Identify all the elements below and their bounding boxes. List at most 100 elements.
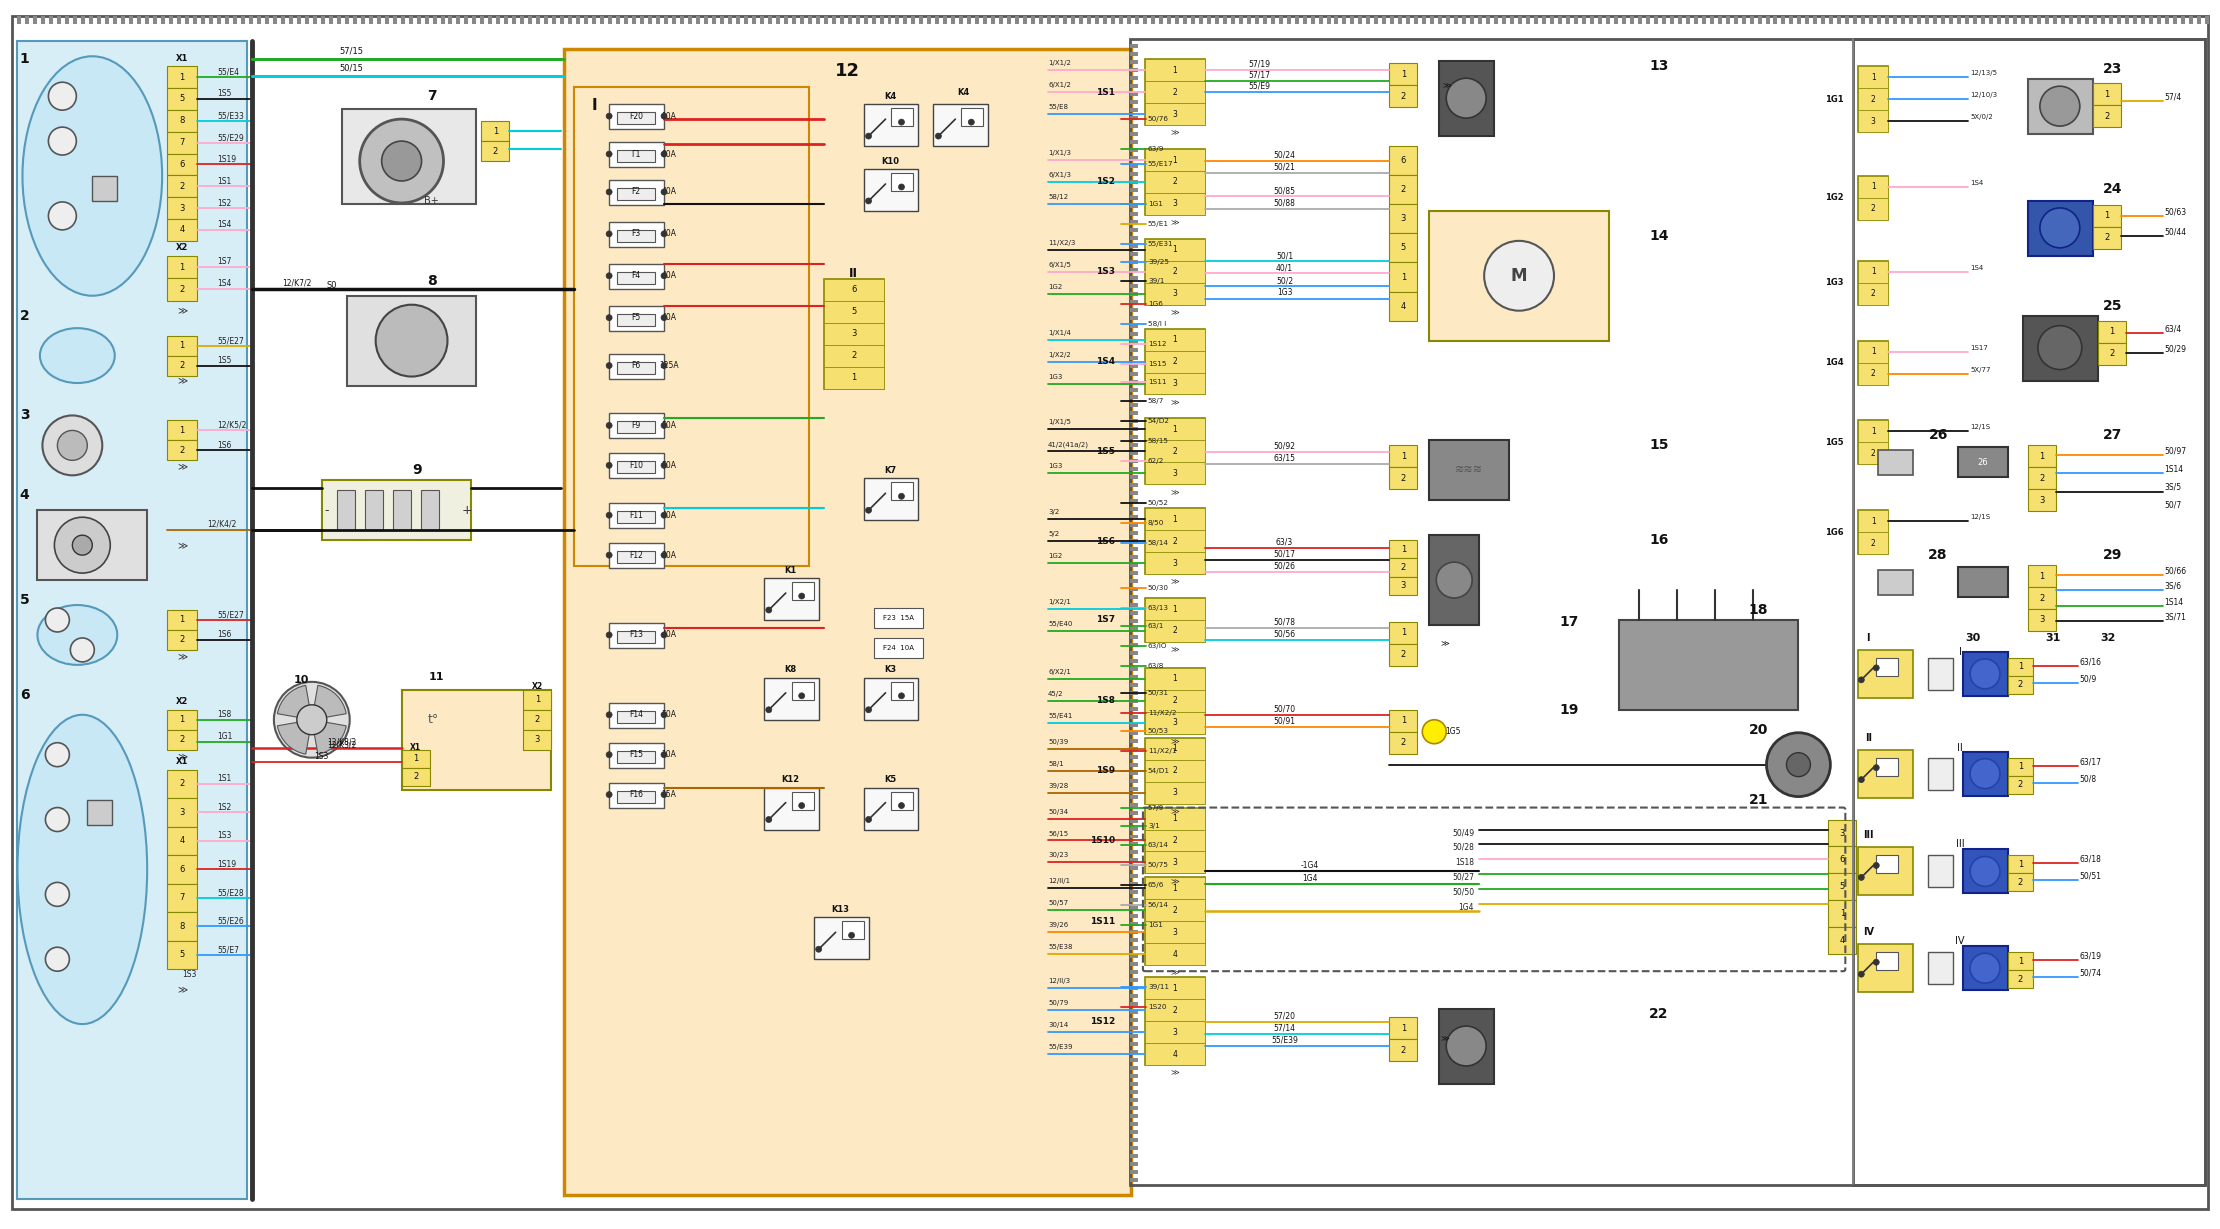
Bar bbox=[1130, 531, 1139, 535]
Bar bbox=[648, 16, 653, 25]
Bar bbox=[1130, 970, 1139, 975]
Text: 2: 2 bbox=[1871, 95, 1876, 103]
Bar bbox=[1008, 16, 1012, 25]
Text: 1: 1 bbox=[1172, 745, 1177, 753]
Circle shape bbox=[606, 113, 613, 119]
Bar bbox=[1962, 651, 2007, 696]
Bar bbox=[617, 230, 655, 242]
Bar bbox=[1669, 16, 1674, 25]
Bar bbox=[1223, 16, 1228, 25]
Bar bbox=[1130, 938, 1139, 943]
Text: 1: 1 bbox=[1871, 426, 1876, 436]
Bar bbox=[377, 16, 380, 25]
Bar bbox=[1130, 339, 1139, 344]
Bar bbox=[775, 16, 779, 25]
Bar bbox=[864, 170, 919, 211]
Circle shape bbox=[799, 594, 804, 599]
Bar bbox=[617, 313, 655, 326]
Text: 1G3: 1G3 bbox=[1048, 463, 1063, 469]
Text: 50/31: 50/31 bbox=[1148, 689, 1170, 696]
Text: 2: 2 bbox=[1172, 766, 1177, 775]
Bar bbox=[342, 109, 477, 204]
Bar bbox=[297, 16, 302, 25]
Bar bbox=[1958, 567, 2007, 597]
Text: 3: 3 bbox=[2040, 616, 2045, 624]
Bar bbox=[1390, 85, 1416, 107]
Bar bbox=[138, 16, 142, 25]
Circle shape bbox=[899, 493, 904, 499]
Bar bbox=[1858, 944, 1914, 992]
Bar bbox=[1934, 16, 1938, 25]
Text: 40A: 40A bbox=[662, 188, 677, 197]
Text: K4: K4 bbox=[884, 92, 897, 101]
Bar bbox=[82, 16, 84, 25]
Bar bbox=[932, 104, 988, 146]
Bar bbox=[58, 16, 62, 25]
Bar bbox=[1390, 731, 1416, 753]
Bar bbox=[166, 769, 198, 798]
Bar bbox=[1130, 643, 1139, 646]
Bar bbox=[1130, 962, 1139, 966]
Bar bbox=[1854, 16, 1858, 25]
Text: 4: 4 bbox=[1401, 301, 1405, 311]
Text: 2: 2 bbox=[180, 361, 184, 370]
Bar bbox=[553, 16, 557, 25]
Bar bbox=[1876, 757, 1898, 775]
Text: 7: 7 bbox=[180, 138, 184, 147]
Bar bbox=[1618, 619, 1798, 710]
Bar bbox=[1654, 16, 1658, 25]
Bar bbox=[402, 750, 428, 768]
Bar bbox=[1130, 227, 1139, 232]
Text: 1: 1 bbox=[1871, 73, 1876, 81]
Bar bbox=[1048, 16, 1050, 25]
Bar bbox=[1130, 1106, 1139, 1110]
Text: 55/E7: 55/E7 bbox=[218, 945, 240, 955]
Bar bbox=[808, 16, 813, 25]
Text: ≫: ≫ bbox=[1170, 488, 1179, 497]
Bar bbox=[1962, 752, 2007, 795]
Bar bbox=[793, 791, 815, 810]
Bar bbox=[855, 16, 859, 25]
Bar bbox=[513, 16, 517, 25]
Bar bbox=[1130, 467, 1139, 472]
Bar bbox=[793, 16, 795, 25]
Text: 6: 6 bbox=[180, 865, 184, 874]
Text: ≫: ≫ bbox=[1170, 129, 1179, 138]
Bar bbox=[1130, 866, 1139, 870]
Bar bbox=[1734, 16, 1738, 25]
Circle shape bbox=[71, 638, 93, 662]
Text: 2: 2 bbox=[1172, 267, 1177, 277]
Circle shape bbox=[866, 816, 872, 822]
Bar bbox=[1130, 132, 1139, 136]
Ellipse shape bbox=[40, 328, 115, 383]
Text: 8: 8 bbox=[180, 922, 184, 930]
Bar bbox=[1130, 858, 1139, 863]
Bar bbox=[2180, 16, 2184, 25]
Text: F23  15A: F23 15A bbox=[884, 614, 915, 621]
Circle shape bbox=[1485, 241, 1554, 311]
Text: 1: 1 bbox=[493, 127, 497, 135]
Text: 55/E31: 55/E31 bbox=[1148, 241, 1174, 247]
Bar bbox=[1998, 16, 2000, 25]
Text: 2: 2 bbox=[180, 182, 184, 190]
Text: 1S4: 1S4 bbox=[1969, 264, 1982, 270]
Text: 2: 2 bbox=[1401, 186, 1405, 194]
Bar bbox=[1146, 878, 1205, 965]
Text: 10A: 10A bbox=[662, 750, 677, 760]
Bar bbox=[617, 630, 655, 643]
Text: 50/8: 50/8 bbox=[2080, 774, 2098, 783]
Bar bbox=[1279, 16, 1283, 25]
Bar bbox=[793, 682, 815, 699]
Circle shape bbox=[662, 189, 666, 195]
Bar bbox=[617, 422, 655, 434]
Text: 14: 14 bbox=[1649, 229, 1669, 243]
Bar bbox=[73, 16, 78, 25]
Bar bbox=[1390, 445, 1416, 467]
Bar bbox=[1130, 906, 1139, 911]
Bar bbox=[1263, 16, 1268, 25]
Bar bbox=[657, 16, 659, 25]
Bar bbox=[1130, 492, 1139, 495]
Circle shape bbox=[1423, 720, 1445, 744]
Bar bbox=[1146, 782, 1205, 804]
Circle shape bbox=[56, 517, 111, 573]
